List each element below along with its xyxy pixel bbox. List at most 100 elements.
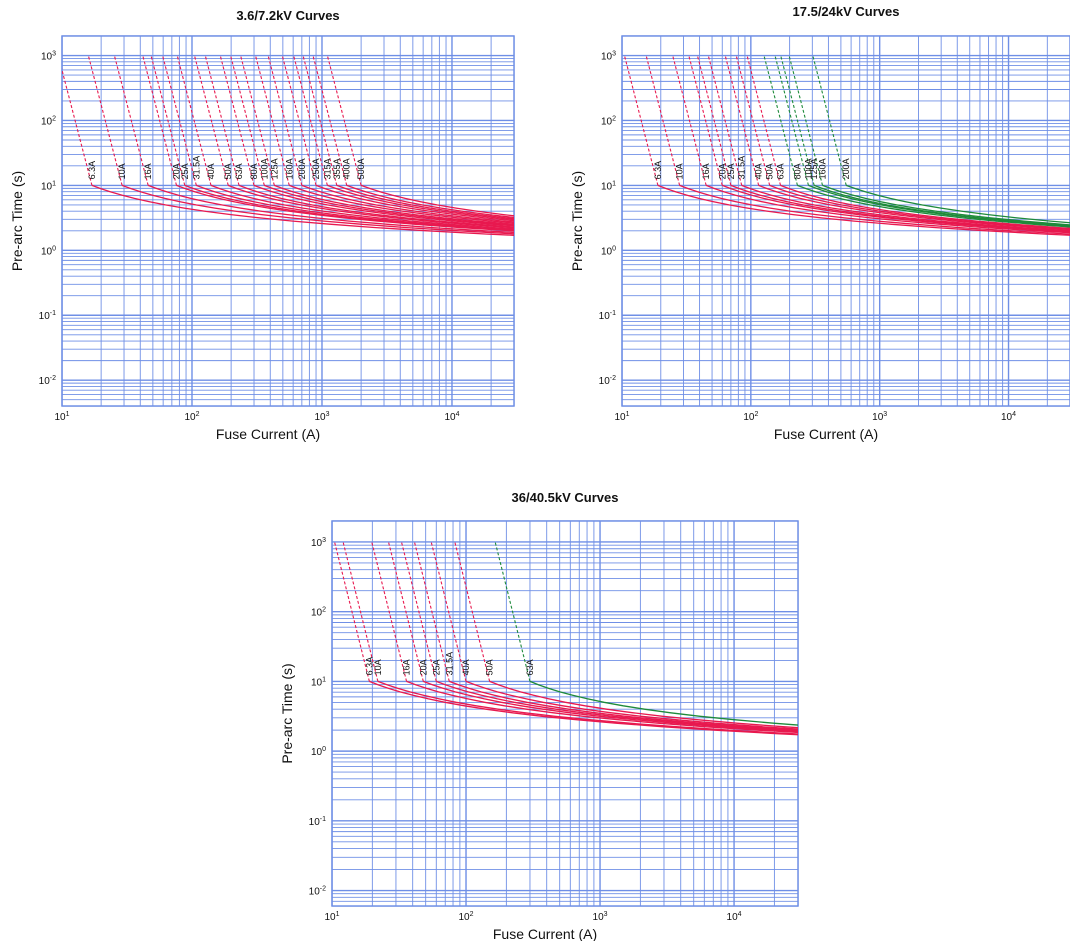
curve-label: 250A xyxy=(311,158,321,179)
curve-extension-25A xyxy=(150,55,186,186)
chart-2: 17.5/24kV Curves 101 102 103 104 10-2 10-1 100 1… xyxy=(569,4,1070,442)
curve-63A xyxy=(238,184,514,228)
curve-label: 16A xyxy=(143,163,153,179)
curve-label: 125A xyxy=(809,158,819,179)
curve-label: 50A xyxy=(765,163,775,179)
y-tick-label: 10-1 xyxy=(599,310,616,322)
y-axis-label: Pre-arc Time (s) xyxy=(9,171,25,271)
curve-50A xyxy=(489,680,798,729)
y-tick-label: 101 xyxy=(311,676,326,688)
curve-63A xyxy=(529,680,798,726)
curve-label: 40A xyxy=(206,163,216,179)
curve-25A xyxy=(184,184,514,232)
curve-80A xyxy=(797,184,1070,228)
curve-label: 6.3A xyxy=(87,161,97,180)
curve-20A xyxy=(423,680,798,733)
curve-extension-160A xyxy=(254,55,290,186)
curve-label: 10A xyxy=(373,659,383,675)
curve-10A xyxy=(679,184,1070,235)
curve-extension-16A xyxy=(113,55,149,186)
curve-10A xyxy=(377,680,798,735)
y-axis-label: Pre-arc Time (s) xyxy=(279,663,295,763)
curve-label: 16A xyxy=(701,163,711,179)
curve-label: 10A xyxy=(117,163,127,179)
curve-40A xyxy=(465,680,798,730)
curve-extension-6.3A xyxy=(623,55,659,186)
x-tick-label: 101 xyxy=(54,411,69,423)
series-group xyxy=(62,55,514,236)
curve-extension-63A xyxy=(204,55,240,186)
curve-6.3A xyxy=(91,184,514,236)
y-tick-label: 102 xyxy=(601,115,616,127)
x-tick-label: 104 xyxy=(1001,411,1016,423)
curve-extension-31.5A xyxy=(707,55,743,186)
curve-extension-355A xyxy=(302,55,338,186)
y-tick-label: 10-2 xyxy=(599,375,616,387)
curve-label: 200A xyxy=(297,158,307,179)
y-tick-label: 103 xyxy=(41,51,56,63)
y-tick-label: 103 xyxy=(601,51,616,63)
x-tick-label: 104 xyxy=(727,911,742,923)
x-tick-label: 104 xyxy=(444,411,459,423)
curve-500A xyxy=(360,184,514,217)
curve-label: 100A xyxy=(803,158,813,179)
curve-label: 6.3A xyxy=(364,657,374,676)
curve-label: 500A xyxy=(356,158,366,179)
x-tick-label: 101 xyxy=(614,411,629,423)
curve-extension-6.3A xyxy=(334,541,370,682)
curve-extension-100A xyxy=(230,55,265,186)
curve-extension-80A xyxy=(763,55,798,186)
curve-label: 50A xyxy=(485,659,495,675)
curve-20A xyxy=(722,184,1070,233)
y-tick-label: 102 xyxy=(311,607,326,619)
curve-250A xyxy=(315,184,514,222)
curve-label: 25A xyxy=(726,163,736,179)
curve-label: 315A xyxy=(322,158,332,179)
curve-label: 6.3A xyxy=(653,161,663,180)
curve-label: 25A xyxy=(431,659,441,675)
curve-label: 80A xyxy=(249,163,259,179)
curve-31.5A xyxy=(196,184,514,231)
curve-40A xyxy=(210,184,514,230)
curve-extension-500A xyxy=(326,55,362,186)
curve-extension-31.5A xyxy=(413,541,450,682)
curve-extension-10A xyxy=(87,55,123,186)
curve-extension-50A xyxy=(454,541,491,682)
curve-label: 40A xyxy=(754,163,764,179)
x-tick-label: 102 xyxy=(184,411,199,423)
curve-200A xyxy=(301,184,514,223)
x-tick-label: 102 xyxy=(459,911,474,923)
curve-extension-25A xyxy=(696,55,732,186)
curve-extension-16A xyxy=(672,55,707,186)
grid xyxy=(622,36,1070,406)
y-tick-label: 10-1 xyxy=(309,816,326,828)
curve-extension-160A xyxy=(788,55,824,186)
curve-31.5A xyxy=(449,680,798,731)
curve-200A xyxy=(845,184,1070,224)
curve-label: 31.5A xyxy=(191,156,201,180)
grid xyxy=(62,36,514,406)
y-tick-label: 10-1 xyxy=(39,310,56,322)
curve-31.5A xyxy=(741,184,1070,232)
curve-25A xyxy=(436,680,798,732)
curve-label: 31.5A xyxy=(444,652,454,676)
curve-label: 20A xyxy=(171,163,181,179)
curve-160A xyxy=(289,184,514,224)
curve-label: 10A xyxy=(675,163,685,179)
series-group xyxy=(334,541,798,736)
curve-100A xyxy=(808,184,1070,227)
grid xyxy=(332,521,798,906)
curve-6.3A xyxy=(657,184,1070,236)
y-tick-label: 103 xyxy=(311,537,326,549)
chart-1: 3.6/7.2kV Curves 101 102 103 104 10-2 10-1 100 1… xyxy=(9,8,515,442)
curve-extension-250A xyxy=(281,55,317,186)
y-tick-label: 10-2 xyxy=(309,886,326,898)
curve-extension-400A xyxy=(312,55,348,186)
curve-label: 20A xyxy=(717,163,727,179)
y-tick-label: 100 xyxy=(601,245,616,257)
y-tick-label: 101 xyxy=(601,180,616,192)
curve-extension-40A xyxy=(430,541,467,682)
x-tick-label: 103 xyxy=(593,911,608,923)
curve-label: 63A xyxy=(525,659,535,675)
